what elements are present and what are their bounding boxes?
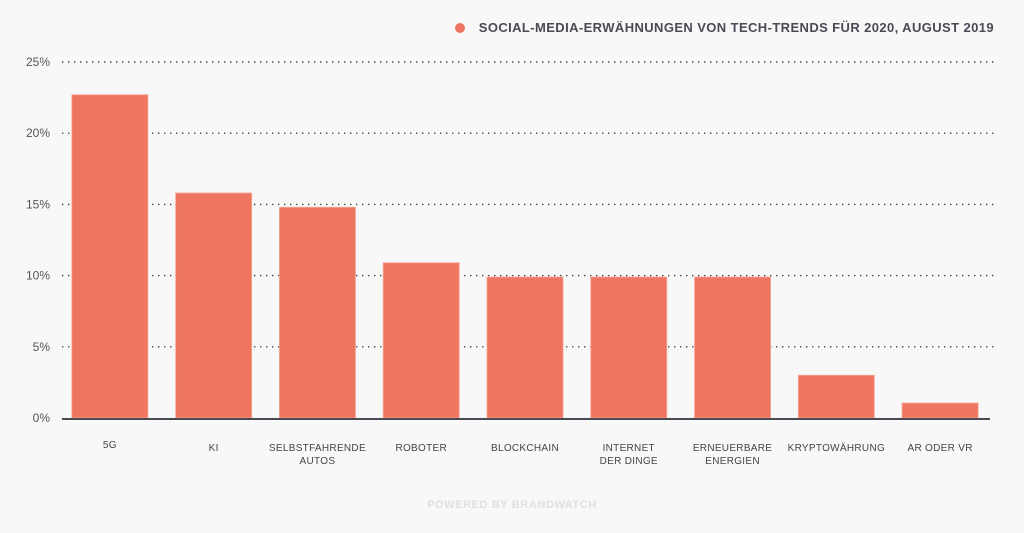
y-tick-label: 10% <box>26 269 50 283</box>
y-tick-label: 0% <box>33 411 51 425</box>
y-tick-label: 15% <box>26 197 50 211</box>
bar <box>486 276 564 419</box>
x-axis-labels: 5G KI SELBSTFAHRENDE AUTOS ROBOTER BLOCKCHAIN… <box>103 440 973 467</box>
bar <box>901 402 979 419</box>
x-tick-label: INTERNET DER DINGE <box>600 443 658 467</box>
bars <box>71 94 979 419</box>
x-tick-label: 5G <box>103 440 117 451</box>
legend-marker <box>454 22 465 33</box>
bar <box>590 276 668 419</box>
bar <box>279 206 356 419</box>
x-tick-label: KRYPTOWÄHRUNG <box>788 442 885 454</box>
y-tick-label: 5% <box>33 340 51 354</box>
legend-label: SOCIAL-MEDIA-ERWÄHNUNGEN VON TECH-TRENDS… <box>478 20 994 35</box>
bar <box>382 262 460 419</box>
bar <box>175 192 253 419</box>
bar <box>797 374 875 419</box>
footer-credit: POWERED BY BRANDWATCH <box>427 499 597 511</box>
x-tick-label: BLOCKCHAIN <box>491 443 559 454</box>
x-tick-label: ROBOTER <box>395 443 447 454</box>
y-tick-label: 20% <box>26 126 50 140</box>
x-tick-label: AR ODER VR <box>907 443 972 454</box>
bar <box>71 94 149 419</box>
x-tick-label: KI <box>209 443 219 454</box>
x-tick-label: ERNEUERBARE ENERGIEN <box>693 443 772 467</box>
chart-legend: SOCIAL-MEDIA-ERWÄHNUNGEN VON TECH-TRENDS… <box>454 20 994 35</box>
x-tick-label: SELBSTFAHRENDE AUTOS <box>269 443 366 467</box>
y-tick-label: 25% <box>26 55 50 69</box>
y-axis-ticks: 0% 5% 10% 15% 20% 25% <box>26 55 50 425</box>
bar <box>694 276 771 419</box>
